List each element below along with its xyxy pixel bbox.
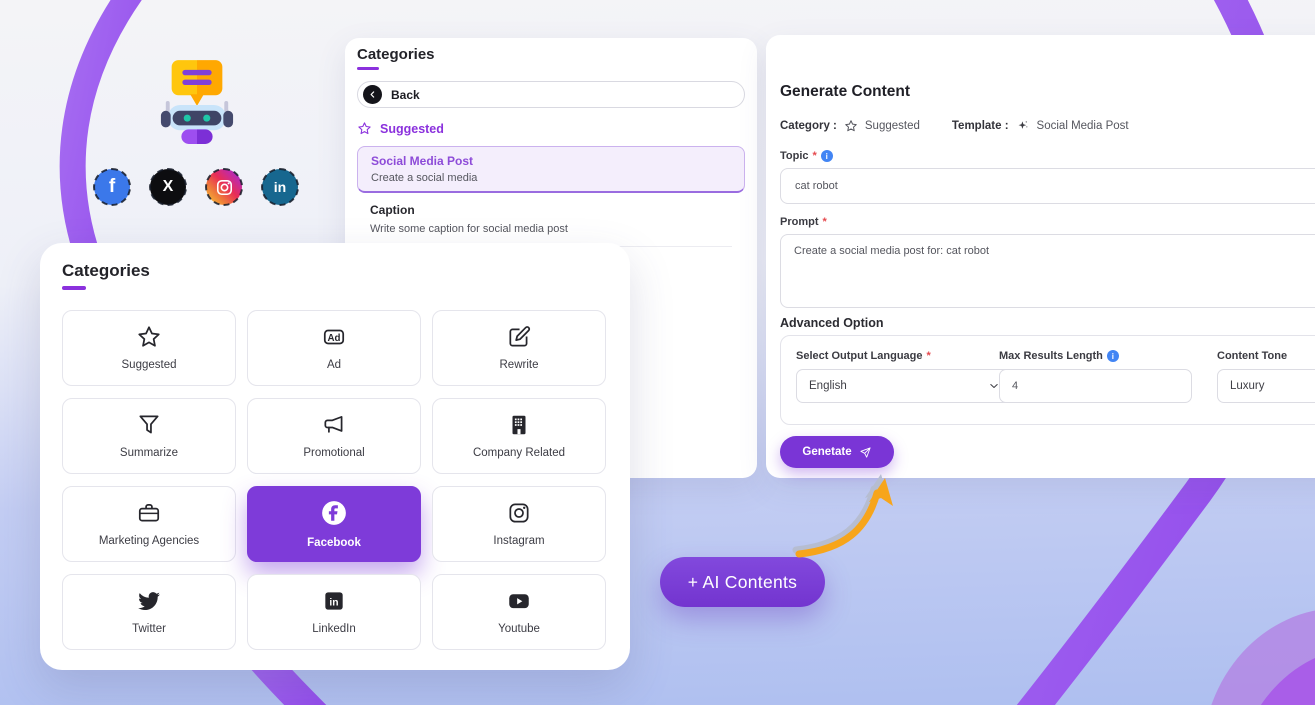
chevron-down-icon xyxy=(990,384,998,388)
language-value: English xyxy=(809,380,847,392)
category-card-twitter[interactable]: Twitter xyxy=(62,573,236,650)
megaphone-icon xyxy=(324,416,343,433)
generate-content-title: Generate Content xyxy=(780,83,911,100)
topic-label: Topic * i xyxy=(780,150,833,162)
template-item-title: Caption xyxy=(370,203,415,217)
categories-grid-title: Categories xyxy=(62,261,150,280)
required-marker: * xyxy=(822,216,827,228)
funnel-icon xyxy=(139,415,159,434)
instagram-icon xyxy=(509,503,529,523)
template-item-title: Social Media Post xyxy=(371,154,474,168)
title-underline xyxy=(62,286,86,290)
category-card-youtube[interactable]: Youtube xyxy=(432,573,606,650)
instagram-icon[interactable] xyxy=(205,168,243,206)
ai-contents-button[interactable]: + AI Contents xyxy=(660,557,825,607)
facebook-icon[interactable]: f xyxy=(93,168,131,206)
category-card-instagram[interactable]: Instagram xyxy=(432,485,606,562)
categories-grid: Suggested Ad Ad Rewrite xyxy=(62,309,608,650)
star-icon xyxy=(138,326,160,347)
max-results-input[interactable] xyxy=(999,369,1192,403)
corner-blob-inner xyxy=(1260,657,1315,705)
facebook-icon xyxy=(322,501,346,525)
template-item-caption[interactable]: Caption Write some caption for social me… xyxy=(357,193,745,247)
template-value: Social Media Post xyxy=(1036,120,1129,132)
send-icon xyxy=(860,446,871,458)
categories-grid-panel: Categories Suggested Ad Ad xyxy=(40,243,630,670)
template-item-description: Write some caption for social media post xyxy=(370,223,568,235)
category-card-rewrite[interactable]: Rewrite xyxy=(432,309,606,386)
x-icon[interactable]: X xyxy=(149,168,187,206)
content-tone-input[interactable] xyxy=(1217,369,1315,403)
category-card-summarize[interactable]: Summarize xyxy=(62,397,236,474)
generate-button[interactable]: Genetate xyxy=(780,436,894,468)
info-icon[interactable]: i xyxy=(820,150,833,162)
facebook-glyph: f xyxy=(108,176,116,197)
star-icon xyxy=(358,122,371,135)
language-label: Select Output Language * xyxy=(796,350,931,362)
back-button[interactable]: Back xyxy=(357,81,745,108)
language-select[interactable]: English xyxy=(796,369,1014,403)
twitter-icon xyxy=(138,592,160,610)
required-marker: * xyxy=(926,350,931,362)
generate-button-label: Genetate xyxy=(802,446,852,458)
max-results-label: Max Results Length i xyxy=(999,350,1119,362)
back-label: Back xyxy=(391,87,420,102)
youtube-icon xyxy=(509,594,529,609)
suggested-section-label: Suggested xyxy=(380,121,444,136)
category-card-company-related[interactable]: Company Related xyxy=(432,397,606,474)
prompt-textarea[interactable]: Create a social media post for: cat robo… xyxy=(780,234,1315,308)
template-label: Template : xyxy=(951,120,1009,132)
topic-input[interactable] xyxy=(780,168,1315,204)
category-card-suggested[interactable]: Suggested xyxy=(62,309,236,386)
prompt-label: Prompt * xyxy=(780,216,827,228)
category-card-ad[interactable]: Ad Ad xyxy=(247,309,421,386)
linkedin-glyph: in xyxy=(273,179,287,195)
required-marker: * xyxy=(812,150,817,162)
category-template-row: Category : Suggested Template : Social M… xyxy=(780,119,1129,133)
generate-content-panel: Generate Content Category : Suggested Te… xyxy=(766,35,1315,478)
advanced-option-title: Advanced Option xyxy=(780,316,884,330)
category-card-marketing-agencies[interactable]: Marketing Agencies xyxy=(62,485,236,562)
linkedin-icon: in xyxy=(325,592,343,610)
title-underline xyxy=(357,67,379,70)
arrow-left-icon xyxy=(363,85,382,104)
ad-icon: Ad xyxy=(323,329,345,345)
edit-icon xyxy=(509,326,531,347)
instagram-camera-glyph xyxy=(216,179,232,195)
template-browser-title: Categories xyxy=(357,46,435,63)
category-label: Category : xyxy=(780,120,837,132)
star-icon xyxy=(845,120,857,132)
briefcase-icon xyxy=(138,504,160,522)
svg-text:Ad: Ad xyxy=(328,333,341,344)
template-item-description: Create a social media xyxy=(371,172,478,184)
content-tone-label: Content Tone xyxy=(1217,350,1288,362)
category-card-linkedin[interactable]: in LinkedIn xyxy=(247,573,421,650)
category-card-facebook[interactable]: Facebook xyxy=(247,485,421,562)
info-icon[interactable]: i xyxy=(1106,350,1119,362)
social-icons-row: f X in xyxy=(93,168,299,206)
robot-logo xyxy=(160,60,234,144)
ai-contents-label: + AI Contents xyxy=(687,571,798,592)
building-icon xyxy=(512,415,526,435)
linkedin-icon[interactable]: in xyxy=(261,168,299,206)
suggested-section-header[interactable]: Suggested xyxy=(357,121,745,136)
svg-text:in: in xyxy=(329,597,338,608)
x-glyph: X xyxy=(162,178,174,195)
advanced-option-box: Select Output Language * English Max Res… xyxy=(780,335,1315,425)
template-item-social-media-post[interactable]: Social Media Post Create a social media xyxy=(357,146,745,193)
sparkle-icon xyxy=(1018,121,1027,129)
category-card-promotional[interactable]: Promotional xyxy=(247,397,421,474)
category-value: Suggested xyxy=(864,120,920,132)
